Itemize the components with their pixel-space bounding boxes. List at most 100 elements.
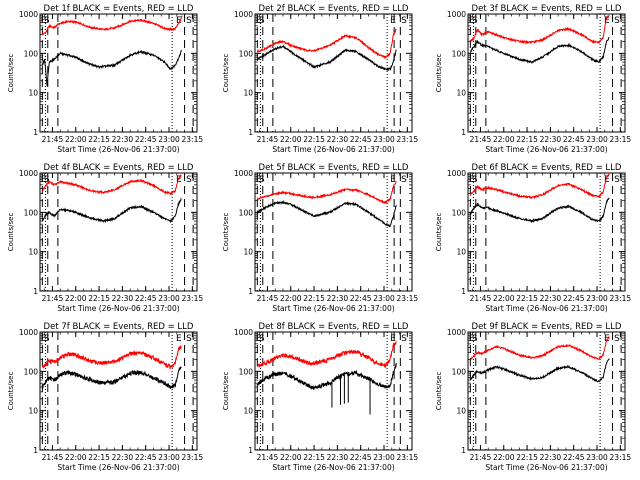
chart-title: Det 2f BLACK = Events, RED = LLD (259, 4, 409, 14)
marker-label-e: E (390, 334, 396, 344)
lld-series-line (41, 344, 182, 371)
x-tick-label: 23:15 (610, 453, 632, 462)
x-axis-label: Start Time (26-Nov-06 21:37:00) (57, 304, 179, 313)
plot-frame (467, 13, 626, 133)
y-tick-label: 1 (461, 446, 466, 455)
y-tick-label: 1 (248, 446, 253, 455)
x-tick-label: 23:15 (397, 135, 419, 144)
x-tick-label: 21:45 (42, 135, 64, 144)
y-tick-label: 1 (33, 446, 38, 455)
x-tick-label: 23:15 (182, 453, 204, 462)
x-tick-label: 22:00 (65, 135, 87, 144)
x-tick-label: 21:45 (470, 294, 492, 303)
y-tick-label: 1000 (19, 10, 38, 19)
marker-label-s: S (401, 175, 407, 185)
y-tick-label: 1000 (447, 169, 466, 178)
marker-label-s: S (186, 16, 192, 26)
plot-frame (254, 13, 413, 133)
y-tick-label: 1000 (234, 328, 253, 337)
panel-det-3: Det 3f BLACK = Events, RED = LLD 1 10 100 10… (435, 4, 631, 154)
marker-label-s: S (44, 175, 50, 185)
marker-label-s: S (401, 334, 407, 344)
y-tick-label: 1000 (234, 169, 253, 178)
x-tick-label: 22:30 (540, 453, 562, 462)
x-tick-label: 22:00 (280, 294, 302, 303)
marker-label-s: S (614, 16, 620, 26)
x-tick-label: 23:00 (158, 135, 180, 144)
x-tick-label: 22:45 (135, 135, 157, 144)
y-tick-label: 1000 (19, 328, 38, 337)
x-tick-label: 21:45 (470, 135, 492, 144)
x-tick-label: 22:30 (112, 453, 134, 462)
events-series-line (256, 44, 397, 72)
x-tick-label: 22:00 (65, 453, 87, 462)
events-series-line (256, 199, 397, 228)
panel-det-6: Det 6f BLACK = Events, RED = LLD 1 10 100 10… (435, 163, 631, 313)
x-tick-label: 23:15 (182, 294, 204, 303)
y-tick-label: 1000 (447, 328, 466, 337)
x-axis-label: Start Time (26-Nov-06 21:37:00) (272, 304, 394, 313)
marker-label-e: E (604, 175, 610, 185)
marker-label-e: E (469, 175, 475, 185)
y-tick-label: 10 (28, 89, 38, 98)
marker-label-s: S (472, 175, 478, 185)
x-tick-label: 22:00 (280, 135, 302, 144)
marker-label-s: S (472, 16, 478, 26)
x-tick-label: 21:45 (42, 453, 64, 462)
x-tick-label: 22:15 (88, 135, 110, 144)
marker-label-e: E (41, 16, 47, 26)
x-tick-label: 22:30 (327, 294, 349, 303)
x-tick-label: 22:45 (563, 135, 585, 144)
marker-label-e: E (176, 16, 182, 26)
marker-label-s: S (401, 16, 407, 26)
x-tick-label: 22:15 (303, 135, 325, 144)
x-tick-label: 22:45 (135, 453, 157, 462)
x-tick-label: 21:45 (257, 453, 279, 462)
x-tick-label: 22:15 (516, 294, 538, 303)
y-tick-label: 10 (28, 407, 38, 416)
y-axis-label: Counts/sec (222, 54, 230, 93)
marker-label-e: E (256, 334, 262, 344)
plot-frame (467, 331, 626, 451)
marker-label-s: S (472, 334, 478, 344)
marker-label-e: E (469, 334, 475, 344)
y-tick-label: 1 (248, 287, 253, 296)
x-tick-label: 21:45 (257, 135, 279, 144)
plot-frame (39, 13, 198, 133)
panel-det-2: Det 2f BLACK = Events, RED = LLD 1 10 100 10… (222, 4, 418, 154)
y-tick-label: 10 (28, 248, 38, 257)
marker-label-e: E (41, 175, 47, 185)
x-tick-label: 21:45 (42, 294, 64, 303)
lld-series-line (469, 173, 610, 200)
x-tick-label: 21:45 (470, 453, 492, 462)
plot-frame (254, 172, 413, 292)
y-tick-label: 100 (239, 367, 254, 376)
x-tick-label: 21:45 (257, 294, 279, 303)
x-tick-label: 22:30 (540, 135, 562, 144)
panel-det-1: Det 1f BLACK = Events, RED = LLD 1 10 100 10… (7, 4, 203, 154)
x-tick-label: 22:00 (493, 453, 515, 462)
y-tick-label: 10 (243, 89, 253, 98)
lld-series-line (41, 174, 182, 196)
x-tick-label: 22:00 (493, 294, 515, 303)
events-series-line (41, 197, 182, 224)
marker-label-s: S (259, 334, 265, 344)
y-tick-label: 100 (24, 208, 39, 217)
y-axis-label: Counts/sec (7, 372, 15, 411)
lld-series-line (41, 15, 183, 36)
x-axis-label: Start Time (26-Nov-06 21:37:00) (485, 463, 607, 472)
x-tick-label: 22:15 (303, 294, 325, 303)
marker-label-e: E (390, 16, 396, 26)
y-tick-label: 1 (461, 287, 466, 296)
x-tick-label: 22:45 (350, 294, 372, 303)
x-tick-label: 22:15 (516, 135, 538, 144)
x-tick-label: 22:15 (88, 294, 110, 303)
x-tick-label: 22:00 (493, 135, 515, 144)
plot-frame (254, 331, 413, 451)
marker-label-e: E (41, 334, 47, 344)
x-tick-label: 22:30 (327, 135, 349, 144)
marker-label-s: S (44, 334, 50, 344)
y-axis-label: Counts/sec (7, 54, 15, 93)
marker-label-s: S (614, 175, 620, 185)
